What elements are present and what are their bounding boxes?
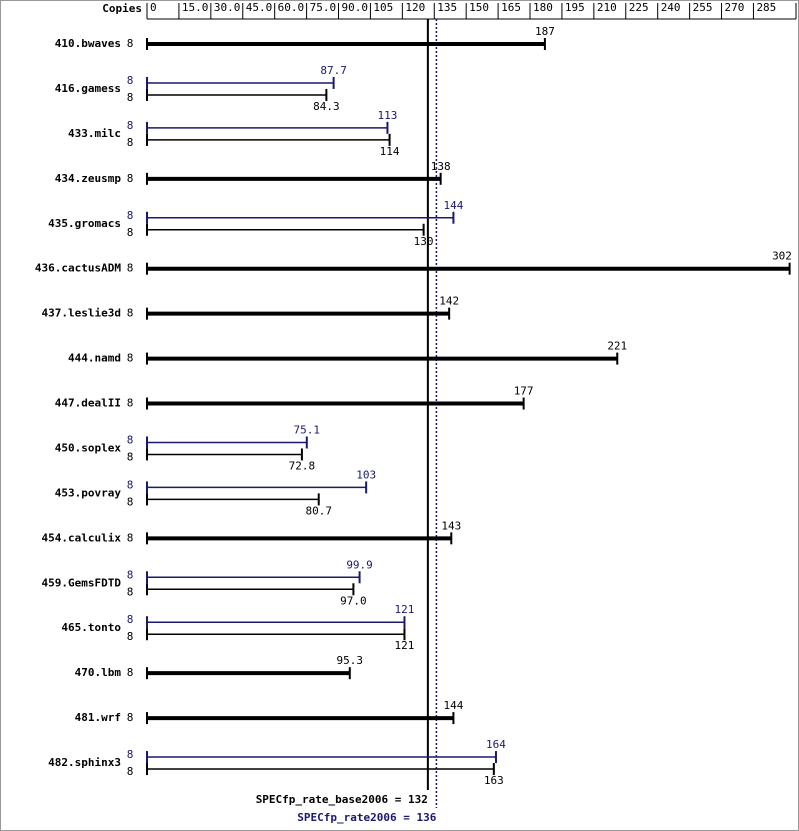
value-label: 163 <box>484 774 504 787</box>
x-tick-label: 285 <box>756 1 776 14</box>
value-label: 114 <box>380 145 400 158</box>
copies-label: 8 <box>127 568 134 581</box>
copies-label: 8 <box>127 37 134 50</box>
value-label: 142 <box>439 295 459 308</box>
category-label: 453.povray <box>55 486 122 499</box>
copies-label: 8 <box>127 91 134 104</box>
category-label: 437.leslie3d <box>42 307 121 320</box>
x-tick-label: 180 <box>533 1 553 14</box>
x-tick-label: 120 <box>405 1 425 14</box>
x-tick-label: 15.0 <box>182 1 209 14</box>
copies-label: 8 <box>127 585 134 598</box>
x-tick-label: 90.0 <box>342 1 369 14</box>
value-label: 99.9 <box>346 558 373 571</box>
copies-label: 8 <box>127 307 134 320</box>
copies-label: 8 <box>127 531 134 544</box>
value-label: 130 <box>414 235 434 248</box>
x-tick-label: 60.0 <box>278 1 305 14</box>
value-label: 103 <box>356 468 376 481</box>
category-label: 459.GemsFDTD <box>42 576 122 589</box>
copies-label: 8 <box>127 613 134 626</box>
copies-label: 8 <box>127 226 134 239</box>
value-label: 87.7 <box>320 64 347 77</box>
value-label: 80.7 <box>305 504 332 517</box>
category-label: 470.lbm <box>75 666 122 679</box>
x-tick-label: 210 <box>597 1 617 14</box>
x-tick-label: 195 <box>565 1 585 14</box>
copies-label: 8 <box>127 711 134 724</box>
copies-label: 8 <box>127 433 134 446</box>
category-label: 435.gromacs <box>48 217 121 230</box>
copies-label: 8 <box>127 397 134 410</box>
x-tick-label: 0 <box>150 1 157 14</box>
copies-label: 8 <box>127 630 134 643</box>
copies-label: 8 <box>127 119 134 132</box>
value-label: 138 <box>431 160 451 173</box>
category-label: 416.gamess <box>55 82 121 95</box>
x-tick-label: 270 <box>725 1 745 14</box>
x-tick-label: 150 <box>469 1 489 14</box>
copies-label: 8 <box>127 495 134 508</box>
category-label: 454.calculix <box>42 531 122 544</box>
value-label: 143 <box>441 519 461 532</box>
x-tick-label: 240 <box>661 1 681 14</box>
category-label: 410.bwaves <box>55 37 121 50</box>
x-tick-label: 105 <box>373 1 393 14</box>
copies-label: 8 <box>127 136 134 149</box>
value-label: 75.1 <box>294 423 321 436</box>
value-label: 72.8 <box>289 459 316 472</box>
category-label: 450.soplex <box>55 441 122 454</box>
value-label: 97.0 <box>340 594 367 607</box>
x-tick-label: 135 <box>437 1 457 14</box>
copies-label: 8 <box>127 74 134 87</box>
value-label: 95.3 <box>337 654 364 667</box>
x-tick-label: 255 <box>693 1 713 14</box>
value-label: 302 <box>772 250 792 263</box>
copies-label: 8 <box>127 262 134 275</box>
value-label: 121 <box>395 639 415 652</box>
value-label: 144 <box>443 199 463 212</box>
x-tick-label: 225 <box>629 1 649 14</box>
category-label: 434.zeusmp <box>55 172 122 185</box>
copies-label: 8 <box>127 748 134 761</box>
copies-label: 8 <box>127 666 134 679</box>
category-label: 481.wrf <box>75 711 121 724</box>
value-label: 121 <box>395 603 415 616</box>
value-label: 113 <box>378 109 398 122</box>
reference-label: SPECfp_rate2006 = 136 <box>297 811 436 824</box>
copies-label: 8 <box>127 209 134 222</box>
value-label: 164 <box>486 738 506 751</box>
copies-header: Copies <box>102 2 142 15</box>
category-label: 436.cactusADM <box>35 262 121 275</box>
copies-label: 8 <box>127 450 134 463</box>
x-tick-label: 45.0 <box>246 1 272 14</box>
value-label: 144 <box>443 699 463 712</box>
category-label: 482.sphinx3 <box>48 756 121 769</box>
value-label: 84.3 <box>313 100 340 113</box>
copies-label: 8 <box>127 765 134 778</box>
value-label: 177 <box>514 385 534 398</box>
category-label: 465.tonto <box>61 621 121 634</box>
x-tick-label: 75.0 <box>310 1 337 14</box>
x-tick-label: 30.0 <box>214 1 241 14</box>
value-label: 221 <box>607 340 627 353</box>
value-label: 187 <box>535 25 555 38</box>
category-label: 444.namd <box>68 352 121 365</box>
category-label: 433.milc <box>68 127 121 140</box>
copies-label: 8 <box>127 172 134 185</box>
copies-label: 8 <box>127 478 134 491</box>
reference-label: SPECfp_rate_base2006 = 132 <box>256 793 428 806</box>
category-label: 447.dealII <box>55 397 121 410</box>
copies-label: 8 <box>127 352 134 365</box>
x-tick-label: 165 <box>501 1 521 14</box>
